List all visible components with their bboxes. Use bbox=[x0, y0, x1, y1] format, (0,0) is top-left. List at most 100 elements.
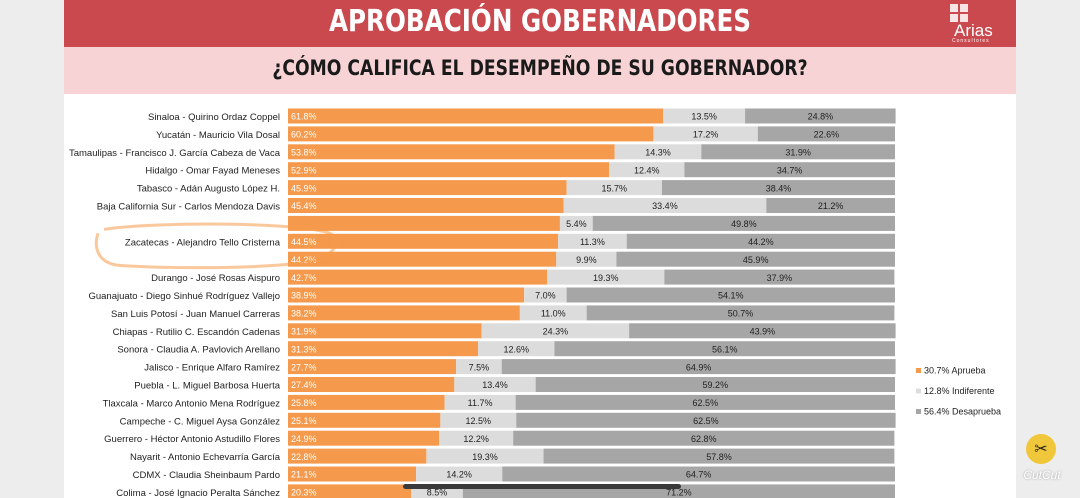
question-title: ¿CÓMO CALIFICA EL DESEMPEÑO DE SU GOBERN… bbox=[272, 56, 808, 80]
data-label: 11.3% bbox=[580, 237, 605, 247]
data-label: 43.9% bbox=[750, 327, 776, 337]
category-label: CDMX - Claudia Sheinbaum Pardo bbox=[133, 470, 280, 481]
data-label: 38.2% bbox=[291, 309, 317, 319]
bar-aprueba bbox=[288, 198, 564, 213]
data-label: 49.8% bbox=[731, 219, 757, 229]
data-label: 27.4% bbox=[291, 380, 317, 390]
bar-aprueba bbox=[288, 394, 445, 410]
bar-aprueba bbox=[288, 305, 520, 321]
bar-aprueba bbox=[288, 144, 615, 160]
bar-indiferente bbox=[556, 251, 617, 267]
bar-aprueba bbox=[288, 180, 567, 196]
bar-aprueba bbox=[288, 466, 417, 482]
data-label: 57.8% bbox=[706, 452, 732, 462]
title-banner: APROBACIÓN GOBERNADORES Arias Consultore… bbox=[64, 0, 1016, 47]
legend-swatch bbox=[916, 409, 921, 414]
data-label: 21.2% bbox=[818, 201, 844, 211]
data-label: 9.9% bbox=[576, 255, 597, 265]
page-title: APROBACIÓN GOBERNADORES bbox=[328, 4, 752, 39]
bar-aprueba bbox=[288, 162, 610, 178]
data-label: 25.1% bbox=[291, 416, 317, 426]
data-label: 7.5% bbox=[469, 362, 490, 372]
bar-indiferente bbox=[456, 359, 502, 375]
data-label: 8.5% bbox=[427, 488, 448, 498]
category-label: Durango - José Rosas Aispuro bbox=[151, 273, 280, 284]
category-label: Campeche - C. Miguel Aysa González bbox=[120, 416, 281, 427]
data-label: 5.4% bbox=[566, 219, 587, 229]
bar-indiferente bbox=[524, 287, 567, 303]
data-label: 53.8% bbox=[291, 148, 317, 158]
bar-indiferente bbox=[416, 466, 503, 482]
data-label: 12.5% bbox=[466, 416, 492, 426]
category-label: Nayarit - Antonio Echevarría García bbox=[130, 452, 281, 463]
bar-indiferente bbox=[559, 215, 593, 231]
bar-desaprueba bbox=[616, 251, 895, 267]
data-label: 64.9% bbox=[686, 362, 712, 372]
bar-indiferente bbox=[426, 448, 544, 464]
bar-indiferente bbox=[477, 341, 555, 357]
legend-swatch bbox=[916, 388, 921, 394]
bar-desaprueba bbox=[516, 412, 896, 428]
data-label: 56.1% bbox=[712, 344, 738, 354]
bar-aprueba bbox=[288, 108, 664, 124]
category-label: Guanajuato - Diego Sinhué Rodríguez Vall… bbox=[88, 291, 280, 302]
data-label: 31.3% bbox=[291, 344, 317, 354]
watermark-label: CutCut bbox=[1023, 468, 1061, 482]
data-label: 44.2% bbox=[748, 237, 774, 247]
logo-mark-icon bbox=[950, 4, 970, 24]
data-label: 34.7% bbox=[777, 165, 803, 175]
bar-desaprueba bbox=[626, 233, 895, 249]
data-label: 12.2% bbox=[463, 434, 489, 444]
bar-indiferente bbox=[547, 269, 665, 285]
data-label: 54.1% bbox=[718, 291, 744, 301]
category-label: Sonora - Claudia A. Pavlovich Arellano bbox=[117, 345, 280, 356]
bar-aprueba bbox=[288, 341, 478, 357]
data-label: 33.4% bbox=[652, 201, 678, 211]
bar-indiferente bbox=[454, 377, 536, 392]
data-label: 19.3% bbox=[593, 273, 619, 283]
data-label: 61.8% bbox=[291, 112, 317, 122]
data-label: 22.6% bbox=[814, 130, 840, 140]
bar-aprueba bbox=[288, 269, 548, 285]
data-label: 62.8% bbox=[691, 434, 717, 444]
bar-aprueba bbox=[288, 323, 482, 339]
bar-desaprueba bbox=[661, 180, 895, 196]
data-label: 24.3% bbox=[543, 327, 569, 337]
data-label: 42.7% bbox=[291, 273, 317, 283]
bar-aprueba bbox=[288, 377, 455, 392]
bar-aprueba bbox=[288, 251, 557, 267]
bar-indiferente bbox=[653, 126, 758, 142]
bar-aprueba bbox=[288, 484, 412, 498]
bar-aprueba bbox=[288, 448, 427, 464]
category-label: Sinaloa - Quirino Ordaz Coppel bbox=[148, 112, 280, 123]
logo-text: Arias bbox=[954, 21, 993, 40]
data-label: 7.0% bbox=[535, 291, 556, 301]
bar-desaprueba bbox=[535, 377, 895, 392]
bar-desaprueba bbox=[701, 144, 895, 160]
data-label: 31.9% bbox=[291, 327, 317, 337]
data-label: 37.9% bbox=[767, 273, 793, 283]
data-label: 45.9% bbox=[291, 183, 317, 193]
bar-desaprueba bbox=[543, 448, 895, 464]
bar-aprueba bbox=[288, 233, 559, 249]
scissors-icon: ✂ bbox=[1026, 434, 1056, 464]
highlight-circle bbox=[94, 222, 338, 270]
data-label: 60.2% bbox=[291, 130, 317, 140]
category-label: Jalisco - Enrique Alfaro Ramírez bbox=[144, 363, 280, 374]
bar-aprueba bbox=[288, 287, 525, 303]
bar-desaprueba bbox=[586, 305, 895, 321]
bar-desaprueba bbox=[592, 215, 895, 231]
data-label: 20.3% bbox=[291, 488, 317, 498]
data-label: 13.5% bbox=[691, 112, 717, 122]
bar-aprueba bbox=[288, 215, 560, 231]
bar-desaprueba bbox=[513, 430, 895, 446]
scroll-indicator[interactable] bbox=[403, 484, 681, 489]
data-label: 11.7% bbox=[468, 398, 493, 408]
data-label: 19.3% bbox=[472, 452, 498, 462]
bar-indiferente bbox=[609, 162, 685, 178]
data-label: 27.7% bbox=[291, 362, 317, 372]
category-label: Guerrero - Héctor Antonio Astudillo Flor… bbox=[104, 434, 280, 445]
category-label: Tamaulipas - Francisco J. García Cabeza … bbox=[69, 148, 281, 159]
bar-indiferente bbox=[481, 323, 630, 339]
data-label: 14.2% bbox=[446, 470, 472, 480]
